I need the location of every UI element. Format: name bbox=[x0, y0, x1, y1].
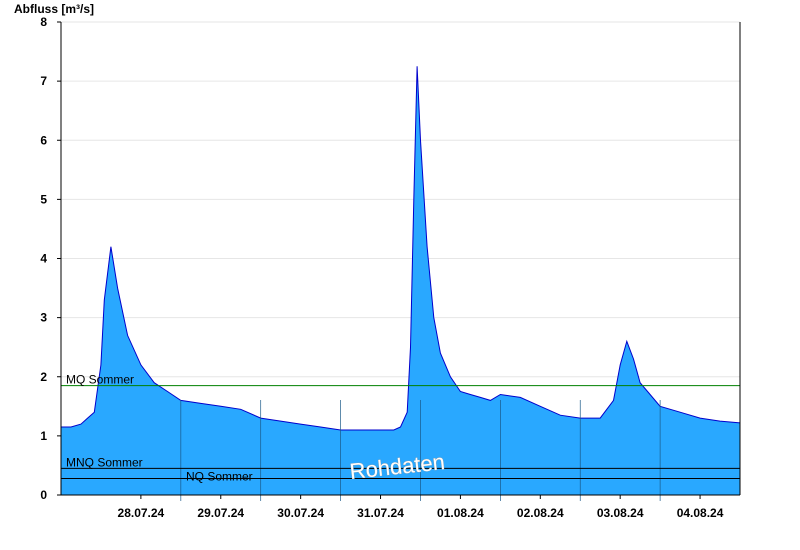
y-tick-label: 0 bbox=[40, 488, 47, 502]
series-area bbox=[61, 66, 740, 496]
x-tick-label: 01.08.24 bbox=[437, 506, 484, 520]
x-tick-label: 30.07.24 bbox=[277, 506, 324, 520]
y-tick-label: 7 bbox=[40, 74, 47, 88]
y-tick-label: 6 bbox=[40, 133, 47, 147]
x-tick-label: 28.07.24 bbox=[118, 506, 165, 520]
series-line bbox=[61, 66, 741, 431]
x-tick-labels: 28.07.24 29.07.24 30.07.24 31.07.24 01.08.24… bbox=[118, 506, 724, 520]
y-tick-label: 1 bbox=[40, 429, 47, 443]
x-tick-label: 02.08.24 bbox=[517, 506, 564, 520]
x-tick-label: 04.08.24 bbox=[677, 506, 724, 520]
y-tick-label: 4 bbox=[40, 252, 47, 266]
reference-label: MQ Sommer bbox=[66, 373, 134, 387]
x-tick-label: 03.08.24 bbox=[597, 506, 644, 520]
y-tick-label: 3 bbox=[40, 311, 47, 325]
reference-lines: MQ Sommer MNQ Sommer NQ Sommer bbox=[61, 373, 740, 483]
y-tick-label: 8 bbox=[40, 15, 47, 29]
reference-label: MNQ Sommer bbox=[66, 455, 143, 469]
x-tick-label: 29.07.24 bbox=[197, 506, 244, 520]
axes bbox=[57, 21, 741, 499]
y-tick-label: 5 bbox=[40, 192, 47, 206]
x-tick-label: 31.07.24 bbox=[357, 506, 404, 520]
y-axis-label: Abfluss [m³/s] bbox=[14, 2, 94, 16]
day-separators bbox=[180, 400, 661, 501]
y-tick-label: 2 bbox=[40, 370, 47, 384]
y-tick-labels: 0 1 2 3 4 5 6 7 8 bbox=[40, 15, 47, 502]
reference-label: NQ Sommer bbox=[186, 469, 253, 483]
